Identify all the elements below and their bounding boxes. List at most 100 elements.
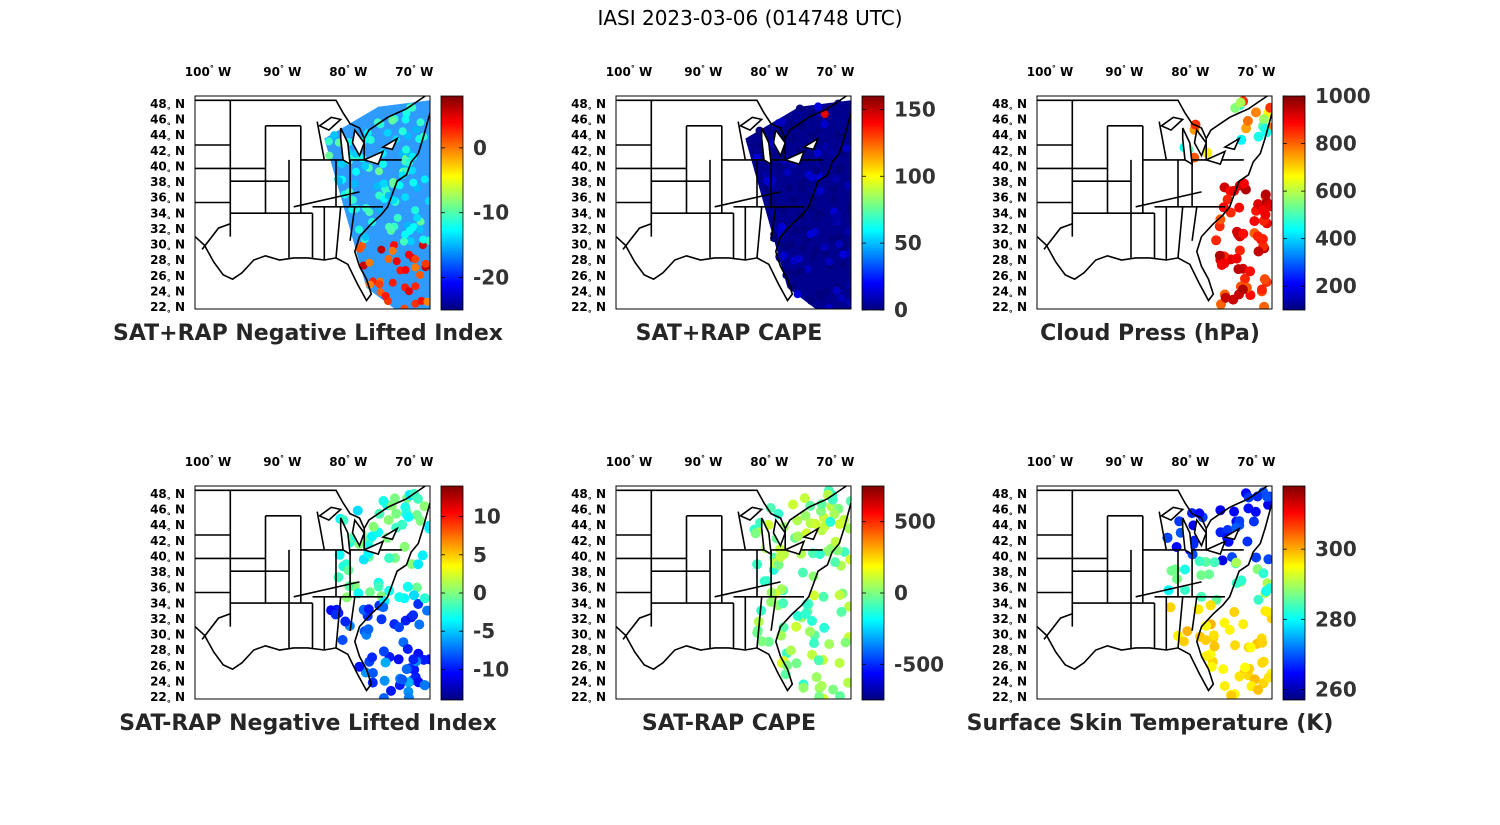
footprint-p2 [835,240,843,249]
footprint-p6 [1238,619,1249,630]
footprint-p2 [834,166,843,175]
footprint-p3 [1231,253,1242,264]
footprint-p5 [804,626,815,637]
footprint-p6 [1264,583,1272,594]
footprint-p5 [788,499,798,510]
lon-tick-label: 80° W [1171,454,1209,469]
footprint-p2 [795,104,804,113]
footprint-p6 [1204,569,1215,580]
footprint-p2 [804,170,813,179]
footprint-p1 [365,208,374,217]
footprint-p1 [383,128,392,137]
footprint-p5 [834,519,845,530]
lat-tick-label: 34° N [992,206,1027,224]
footprint-p6 [1230,640,1240,651]
lat-tick-label: 40° N [992,550,1027,568]
state-line [714,581,781,598]
footprint-p5 [785,645,796,656]
panel-title-p2: SAT+RAP CAPE [636,321,823,346]
colorbar-tick-label: 280 [1315,607,1357,631]
footprint-p1 [388,278,397,287]
footprint-p1 [365,258,374,267]
footprint-p6 [1194,556,1205,567]
lat-tick-label: 26° N [571,269,606,287]
lake-outline [1222,136,1241,151]
footprint-p5 [799,493,810,504]
lat-tick-label: 24° N [992,284,1027,302]
footprint-p4 [380,657,391,668]
lake-outline [738,506,764,522]
lon-tick-label: 80° W [750,64,788,79]
footprint-p5 [830,557,841,568]
footprint-p5 [825,516,836,527]
border-line [616,486,847,531]
footprint-p1 [413,213,422,222]
footprint-p5 [752,627,763,638]
footprint-p5 [791,658,802,669]
footprint-p1 [401,115,410,124]
footprint-p3 [1249,216,1260,227]
footprint-p4 [378,646,389,657]
state-line [1177,206,1184,258]
footprint-p4 [408,654,419,665]
footprint-p5 [818,591,829,602]
footprint-p1 [381,292,390,300]
lat-tick-label: 42° N [150,144,185,162]
state-line [1135,581,1202,598]
map-frame-p3 [1036,95,1273,310]
state-line [1135,191,1202,208]
us-outline-p2 [616,96,851,302]
lat-tick-label: 30° N [150,238,185,256]
footprint-p1 [411,282,420,291]
us-outline-p6 [1037,486,1272,692]
footprint-p3 [1238,228,1249,239]
map-frame-p4 [194,485,431,700]
state-line [756,596,763,648]
lon-tick-label: 100° W [606,64,652,79]
footprint-p1 [395,181,404,190]
footprint-p3 [1237,284,1248,295]
state-line [1043,223,1073,250]
footprint-p5 [845,496,851,507]
colorbar-tick-label: 500 [894,510,936,534]
lat-tick-label: 28° N [992,643,1027,661]
panel-title-p4: SAT-RAP Negative Lifted Index [119,711,496,736]
data-layer-p5 [749,486,851,699]
footprint-p1 [350,179,359,188]
footprint-p4 [400,502,411,513]
lat-tick-label: 36° N [150,191,185,209]
footprint-p5 [834,658,845,668]
border-line [616,96,847,141]
footprint-p5 [810,518,821,529]
footprint-p4 [373,581,384,592]
footprint-p1 [405,226,414,235]
us-outline-p1 [195,96,430,302]
footprint-p5 [834,590,845,601]
footprint-p2 [816,186,825,195]
footprint-p2 [787,241,796,250]
footprint-p6 [1250,506,1261,517]
lat-tick-label: 34° N [571,596,606,614]
footprint-p1 [398,171,407,180]
footprint-p1 [366,135,375,144]
state-line [770,596,777,631]
footprint-p5 [798,682,809,693]
footprint-p5 [835,691,845,699]
footprint-p6 [1174,516,1185,527]
footprint-p6 [1179,564,1190,575]
lat-tick-label: 46° N [992,503,1027,521]
lat-tick-label: 42° N [992,144,1027,162]
footprint-p5 [824,639,835,650]
map-panel-p6: 100° W 90° W 80° W 70° W 48° N46° N44° N42° … [967,454,1357,736]
footprint-p6 [1263,672,1272,683]
lon-tick-label: 90° W [263,64,301,79]
footprint-p6 [1224,624,1235,635]
colorbar-tick-label: -5 [473,619,495,643]
us-outline-p3 [1037,96,1272,302]
colorbar-tick-label: 0 [894,581,908,605]
footprint-p6 [1258,568,1269,579]
footprint-p4 [353,588,364,599]
state-line [293,581,360,598]
footprint-p6 [1263,499,1272,510]
